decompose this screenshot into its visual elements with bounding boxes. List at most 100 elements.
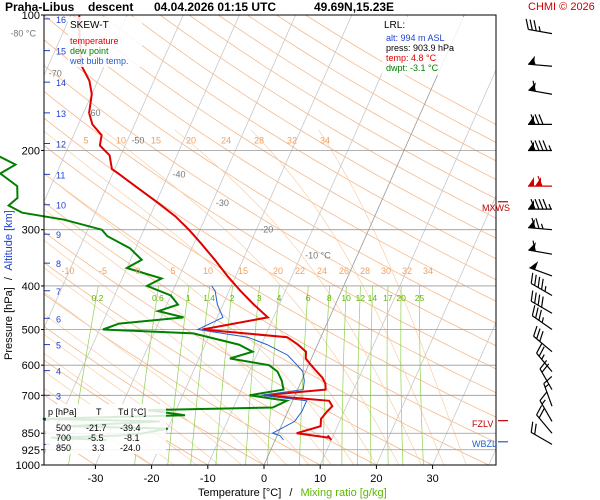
wbzl-marker: WBZL (472, 439, 497, 449)
barb-flag (533, 20, 537, 31)
barb-flag (534, 292, 537, 304)
theta-label-lower: 34 (423, 266, 433, 276)
isotherm-label: -30 (216, 198, 229, 208)
dry-adiabat (44, 144, 496, 418)
barb-half (544, 383, 550, 388)
lrl-title: LRL: (384, 20, 405, 31)
wind-barb (528, 240, 553, 255)
altitude-tick-label: 15 (56, 47, 66, 57)
mixing-ratio-line (400, 285, 404, 465)
mixing-ratio-label: 25 (415, 293, 425, 303)
wind-barb (539, 360, 553, 390)
barb-half (540, 223, 544, 230)
mixing-ratio-label: 1 (186, 293, 191, 303)
dry-adiabat (159, 15, 496, 219)
barb-flag (536, 328, 541, 340)
temperature-tick-label: 30 (426, 473, 438, 485)
theta-label-upper: 10 (116, 136, 126, 146)
mixing-ratio-line (341, 285, 347, 465)
temperature-tick-label: 0 (261, 473, 267, 485)
barb-staff (533, 335, 553, 353)
theta-label-lower: 32 (402, 266, 412, 276)
barb-flag (538, 140, 544, 151)
altitude-tick-label: 14 (56, 78, 66, 88)
legend-dewpoint: dew point (70, 46, 109, 56)
theta-label-lower: 20 (273, 266, 283, 276)
barb-flag (538, 346, 545, 357)
isotherm (44, 15, 240, 456)
x-axis-label2: Mixing ratio [g/kg] (300, 487, 386, 499)
mixing-ratio-label: 17 (383, 293, 393, 303)
isotherm (207, 15, 409, 465)
moist-adiabat (44, 130, 377, 465)
barb-staff (536, 414, 553, 434)
lrl-alt: alt: 994 m ASL (386, 33, 445, 43)
y-axis-label2: Altitude [km] (3, 210, 15, 271)
barb-staff (528, 63, 553, 67)
altitude-tick-label: 7 (56, 287, 61, 297)
wind-barb (528, 198, 552, 210)
barb-staff (528, 89, 553, 95)
moist-adiabat (44, 239, 310, 465)
mixing-ratio-label: 12 (356, 293, 366, 303)
wind-barb (530, 272, 553, 296)
dry-adiabat (130, 15, 496, 239)
moist-adiabat (174, 129, 422, 465)
barb-half (541, 317, 544, 323)
barb-flag (535, 218, 540, 229)
series-line (196, 285, 308, 441)
theta-label-upper: 32 (287, 136, 297, 146)
theta-label-upper: 20 (186, 136, 196, 146)
series-line (78, 14, 334, 441)
mixing-ratio-label: 14 (368, 293, 378, 303)
wind-barb (543, 375, 553, 407)
theta-label-upper: 5 (83, 136, 88, 146)
dry-adiabat (44, 172, 496, 443)
barb-half (541, 354, 545, 360)
temperature-tick-label: -30 (87, 473, 103, 485)
pressure-tick-label: 850 (22, 428, 40, 440)
mixing-ratio-line (267, 285, 280, 465)
barb-flag (537, 175, 543, 187)
isotherm (44, 15, 184, 329)
barb-staff (531, 315, 553, 331)
isotherm (319, 68, 496, 465)
isotherm (95, 15, 297, 465)
barb-flag (538, 198, 544, 210)
theta-label-lower: 22 (295, 266, 305, 276)
x-axis-sep: / (289, 487, 293, 499)
theta-label-lower: 24 (317, 266, 327, 276)
header-credit: CHMI © 2026 (528, 1, 595, 13)
lrl-box: LRL: alt: 994 m ASL press: 903.9 hPa tem… (382, 17, 470, 75)
temperature-tick-label: 10 (314, 473, 326, 485)
barb-flag (530, 272, 534, 284)
table-cell: -21.7 (86, 423, 107, 433)
barb-flag (538, 114, 544, 125)
wind-barb (530, 290, 553, 314)
altitude-tick-label: 11 (56, 170, 65, 180)
theta-label-lower: 5 (170, 266, 175, 276)
mixing-ratio-label: 6 (306, 293, 311, 303)
theta-label-lower: 0 (135, 266, 140, 276)
dry-adiabat (44, 64, 496, 347)
barb-flag (534, 114, 540, 125)
moist-adiabat (44, 172, 355, 465)
isotherm (44, 15, 128, 203)
wind-barb (530, 421, 553, 445)
barb-flag (531, 217, 536, 229)
isotherm (376, 195, 496, 465)
lrl-dwpt: dwpt: -3.1 °C (386, 63, 439, 73)
barb-pennant (529, 261, 539, 270)
barb-staff (539, 368, 553, 390)
altitude-tick-label: 6 (56, 314, 61, 324)
barb-flag (530, 198, 536, 210)
barb-flag (538, 309, 542, 321)
pressure-tick-label: 925 (22, 445, 40, 457)
header-mode: descent (88, 0, 133, 14)
wind-barb (533, 325, 553, 353)
lrl-press: press: 903.9 hPa (386, 43, 454, 53)
barb-flag (543, 375, 553, 385)
barb-half (541, 399, 546, 405)
mixing-ratio-label: 3 (257, 293, 262, 303)
altitude-tick-label: 3 (56, 391, 61, 401)
